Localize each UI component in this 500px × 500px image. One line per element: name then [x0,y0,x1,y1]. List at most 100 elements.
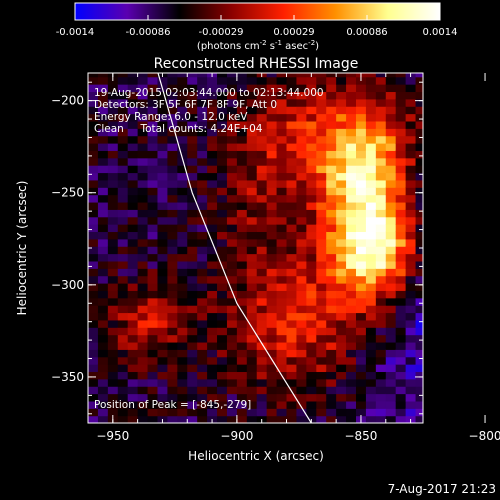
heatmap-cell [276,128,288,137]
heatmap-cell [226,224,238,233]
heatmap-cell [266,334,278,343]
heatmap-cell [117,378,129,387]
heatmap-cell [256,84,268,93]
heatmap-cell [197,157,208,166]
heatmap-cell [127,305,139,314]
heatmap-cell [97,268,109,277]
heatmap-cell [276,378,288,387]
heatmap-cell [187,179,198,188]
heatmap-cell [117,312,129,321]
heatmap-cell [306,268,317,277]
heatmap-cell [137,106,149,115]
heatmap-cell [365,76,377,85]
heatmap-cell [365,415,377,423]
heatmap-cell [405,216,417,225]
heatmap-cell [256,172,268,181]
heatmap-cell [157,349,169,358]
heatmap-cell [117,172,129,181]
heatmap-cell [187,98,198,107]
heatmap-cell [88,253,99,262]
heatmap-cell [157,327,169,336]
heatmap-cell [395,238,407,247]
heatmap-cell [256,91,268,100]
heatmap-cell [276,194,288,203]
heatmap-cell [187,120,198,129]
heatmap-cell [326,393,337,402]
heatmap-cell [167,260,178,269]
heatmap-cell [107,283,119,291]
heatmap-cell [256,260,268,269]
heatmap-cell [226,157,238,166]
heatmap-cell [276,268,288,277]
heatmap-cell [187,224,198,233]
heatmap-cell [405,113,417,122]
heatmap-cell [306,356,317,365]
heatmap-cell [276,260,288,269]
heatmap-cell [117,393,129,402]
heatmap-cell [217,98,228,107]
heatmap-cell [177,179,188,188]
heatmap-cell [415,356,423,365]
heatmap-cell [177,393,188,402]
heatmap-cell [316,327,327,336]
heatmap-cell [356,378,367,387]
heatmap-cell [147,400,159,409]
heatmap-cell [375,415,387,423]
heatmap-cell [246,157,258,166]
heatmap-cell [226,143,238,151]
heatmap-cell [236,246,248,255]
heatmap-cell [415,327,423,336]
heatmap-cell [336,76,347,85]
heatmap-cell [306,364,317,373]
heatmap-cell [266,246,278,255]
heatmap-cell [375,327,387,336]
heatmap-cell [385,120,397,129]
heatmap-cell [385,231,397,240]
heatmap-cell [296,371,307,380]
heatmap-cell [316,224,327,233]
heatmap-cell [207,201,218,210]
heatmap-cell [207,98,218,107]
heatmap-cell [197,334,208,343]
heatmap-cell [127,76,139,85]
heatmap-cell [276,356,288,365]
heatmap-cell [336,150,347,159]
heatmap-cell [276,393,288,402]
heatmap-cell [385,98,397,107]
heatmap-cell [246,371,258,380]
heatmap-cell [266,143,278,151]
heatmap-cell [236,290,248,299]
heatmap-cell [97,157,109,166]
heatmap-cell [336,371,347,380]
heatmap-cell [405,400,417,409]
heatmap-cell [88,143,99,151]
heatmap-cell [117,76,129,85]
heatmap-cell [385,157,397,166]
heatmap-cell [365,378,377,387]
heatmap-cell [395,341,407,350]
heatmap-cell [405,327,417,336]
heatmap-cell [306,238,317,247]
heatmap-cell [246,334,258,343]
heatmap-cell [88,297,99,306]
heatmap-cell [375,349,387,358]
heatmap-cell [385,378,397,387]
heatmap-cell [147,201,159,210]
heatmap-cell [167,371,178,380]
heatmap-cell [375,84,387,93]
heatmap-cell [187,135,198,144]
heatmap-cell [88,172,99,181]
heatmap-cell [286,393,298,402]
heatmap-cell [137,312,149,321]
heatmap-cell [197,106,208,115]
heatmap-cell [415,290,423,299]
heatmap-cell [266,135,278,144]
heatmap-cell [405,268,417,277]
heatmap-cell [147,84,159,93]
heatmap-cell [365,106,377,115]
heatmap-cell [405,209,417,218]
heatmap-cell [207,150,218,159]
heatmap-cell [286,378,298,387]
heatmap-cell [346,349,357,358]
heatmap-cell [365,334,377,343]
